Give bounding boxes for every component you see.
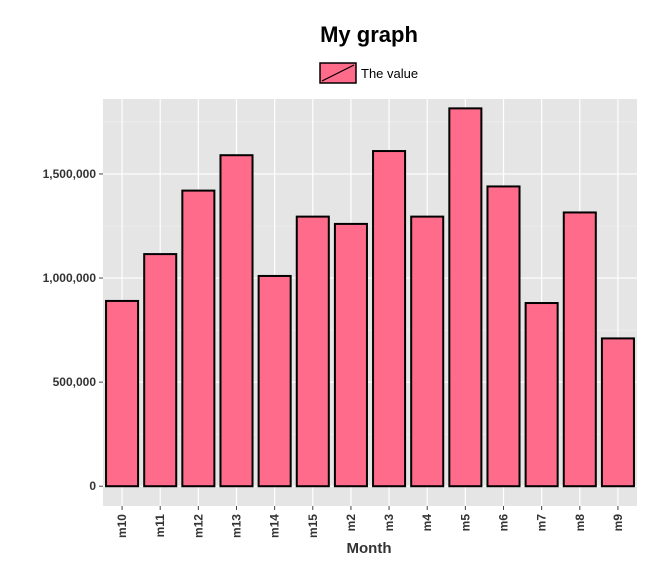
bar [524, 302, 559, 488]
bar [181, 189, 216, 488]
y-tick-label: 1,000,000 [43, 271, 97, 285]
legend: The value [319, 62, 418, 84]
bar [410, 215, 445, 488]
x-tick-label: m13 [230, 514, 244, 538]
y-tick-label: 1,500,000 [43, 167, 97, 181]
x-tick-label: m8 [573, 514, 587, 532]
x-tick-label: m14 [268, 514, 282, 538]
y-tick-label: 0 [89, 479, 96, 493]
x-axis: m10 m11 m12 m13 m14 m15 m2 m3 m4 m5 m6 m7 m8 m9 [115, 506, 625, 538]
bar [600, 337, 635, 488]
x-tick-label: m11 [153, 514, 167, 538]
bar [486, 185, 521, 488]
x-tick-label: m3 [382, 514, 396, 532]
bar [105, 299, 140, 488]
bar [562, 211, 597, 488]
bar [143, 253, 178, 488]
x-tick-label: m6 [497, 514, 511, 532]
bar [333, 222, 368, 488]
x-tick-label: m10 [115, 514, 129, 538]
bar [295, 215, 330, 488]
x-tick-label: m5 [458, 514, 472, 532]
bars [105, 107, 635, 488]
bar [372, 150, 407, 488]
y-axis: 0 500,000 1,000,000 1,500,000 [43, 167, 103, 493]
bar [448, 107, 483, 488]
legend-key-slash [321, 64, 355, 82]
x-tick-label: m12 [191, 514, 205, 538]
x-tick-label: m4 [420, 514, 434, 532]
x-axis-title: Month [347, 540, 392, 557]
x-tick-label: m15 [306, 514, 320, 538]
legend-label: The value [361, 66, 418, 81]
bar [219, 154, 254, 488]
chart-title: My graph [320, 22, 418, 47]
x-tick-label: m2 [344, 514, 358, 532]
y-tick-label: 500,000 [53, 375, 97, 389]
x-tick-label: m9 [611, 514, 625, 532]
bar [257, 274, 292, 488]
x-tick-label: m7 [535, 514, 549, 532]
